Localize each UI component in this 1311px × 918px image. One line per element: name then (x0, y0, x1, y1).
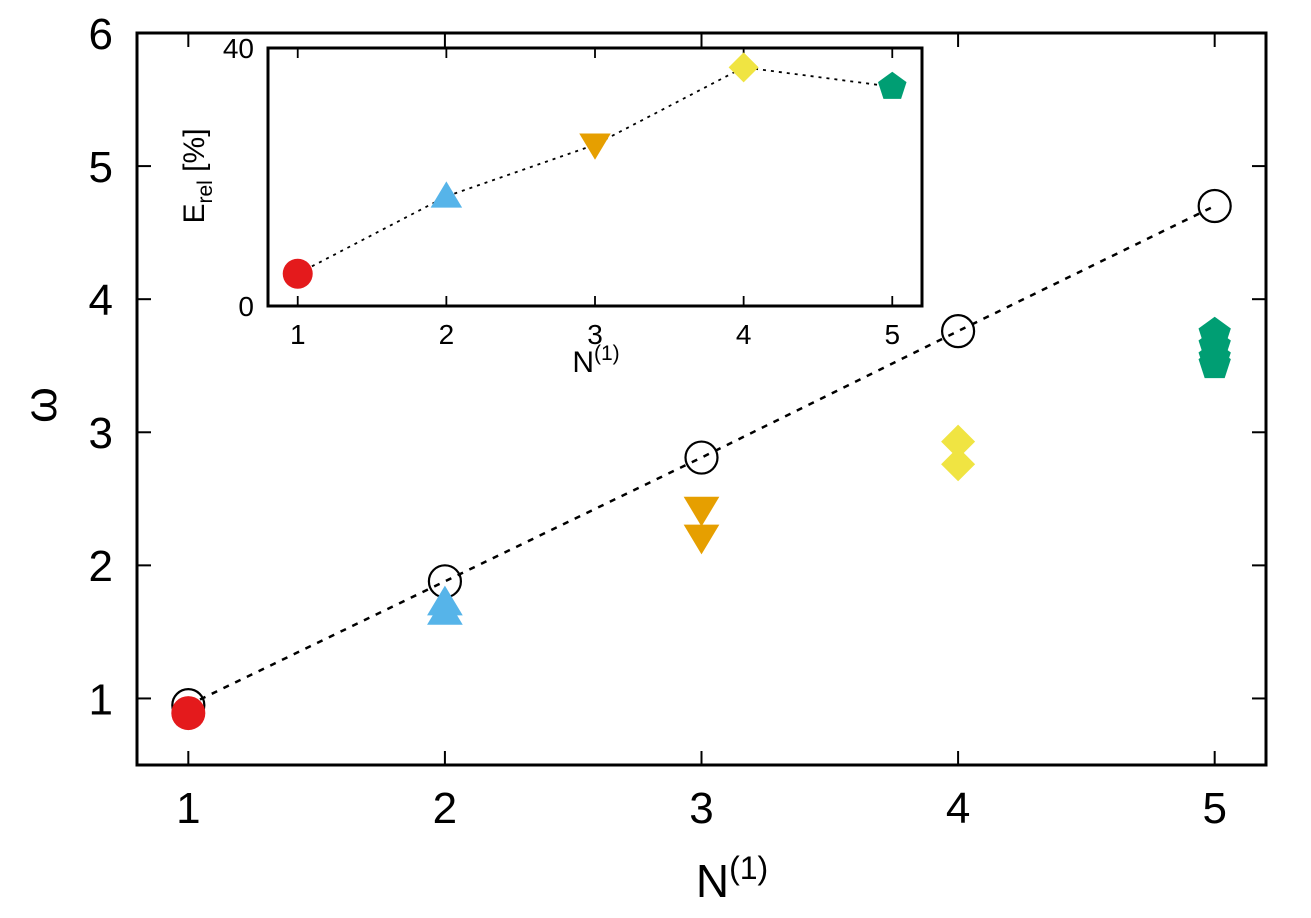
inset-plot: 1 2 3 4 5 0 40 N(1) Erel [%] (178, 33, 924, 379)
main-x-tick-label: 4 (946, 784, 970, 833)
main-point-triangle-down (683, 496, 720, 527)
inset-point-triangle-down (579, 133, 611, 160)
inset-x-tick-label: 5 (884, 319, 900, 350)
main-point-filled-circle (171, 696, 206, 731)
main-y-tick-label: 4 (89, 276, 113, 325)
inset-point-pentagon (878, 71, 907, 99)
inset-x-axis-label-sup: (1) (594, 342, 620, 365)
inset-x-axis-label: N(1) (572, 342, 619, 379)
main-y-tick-label: 5 (89, 143, 113, 192)
main-x-tick-label: 5 (1202, 784, 1226, 833)
inset-x-tick-label: 1 (290, 319, 306, 350)
main-x-axis-label: N(1) (696, 850, 768, 907)
inset-x-axis-label-base: N (572, 346, 594, 379)
inset-y-axis-label: Erel [%] (178, 128, 217, 223)
main-y-axis-label: ω (14, 387, 66, 423)
main-point-triangle-down (683, 524, 720, 555)
inset-frame (266, 46, 924, 308)
main-x-tick-label: 3 (689, 784, 713, 833)
main-series-line (187, 204, 1216, 707)
main-point-triangle-up (427, 594, 463, 625)
main-point-open-circle (1197, 188, 1232, 224)
main-point-diamond (941, 447, 976, 482)
inset-y-axis-label-base: E (178, 204, 211, 224)
inset-y-axis-label-sub: rel (194, 180, 217, 203)
main-y-tick-label: 2 (89, 542, 113, 591)
main-y-tick-label: 1 (89, 675, 113, 724)
main-x-tick-label: 1 (176, 784, 200, 833)
inset-x-tick-label: 4 (736, 319, 752, 350)
inset-y-axis-label-unit: [%] (178, 128, 211, 180)
main-x-axis-label-base: N (696, 855, 729, 907)
main-x-axis-label-sup: (1) (729, 850, 768, 886)
inset-point-filled-circle (282, 258, 313, 289)
inset-x-tick-label: 2 (439, 319, 455, 350)
main-y-tick-label: 6 (89, 10, 113, 59)
main-point-open-circle (684, 440, 719, 475)
inset-y-tick-label: 0 (238, 291, 254, 322)
inset-point-triangle-up (430, 181, 463, 208)
main-point-open-circle (940, 314, 976, 349)
inset-point-diamond (728, 52, 759, 83)
main-point-pentagon (1198, 347, 1231, 379)
inset-x-tick-label: 3 (587, 319, 603, 350)
main-x-tick-label: 2 (433, 784, 457, 833)
main-y-tick-label: 3 (89, 409, 113, 458)
main-point-diamond (941, 424, 976, 459)
inset-y-tick-label: 40 (223, 33, 254, 64)
